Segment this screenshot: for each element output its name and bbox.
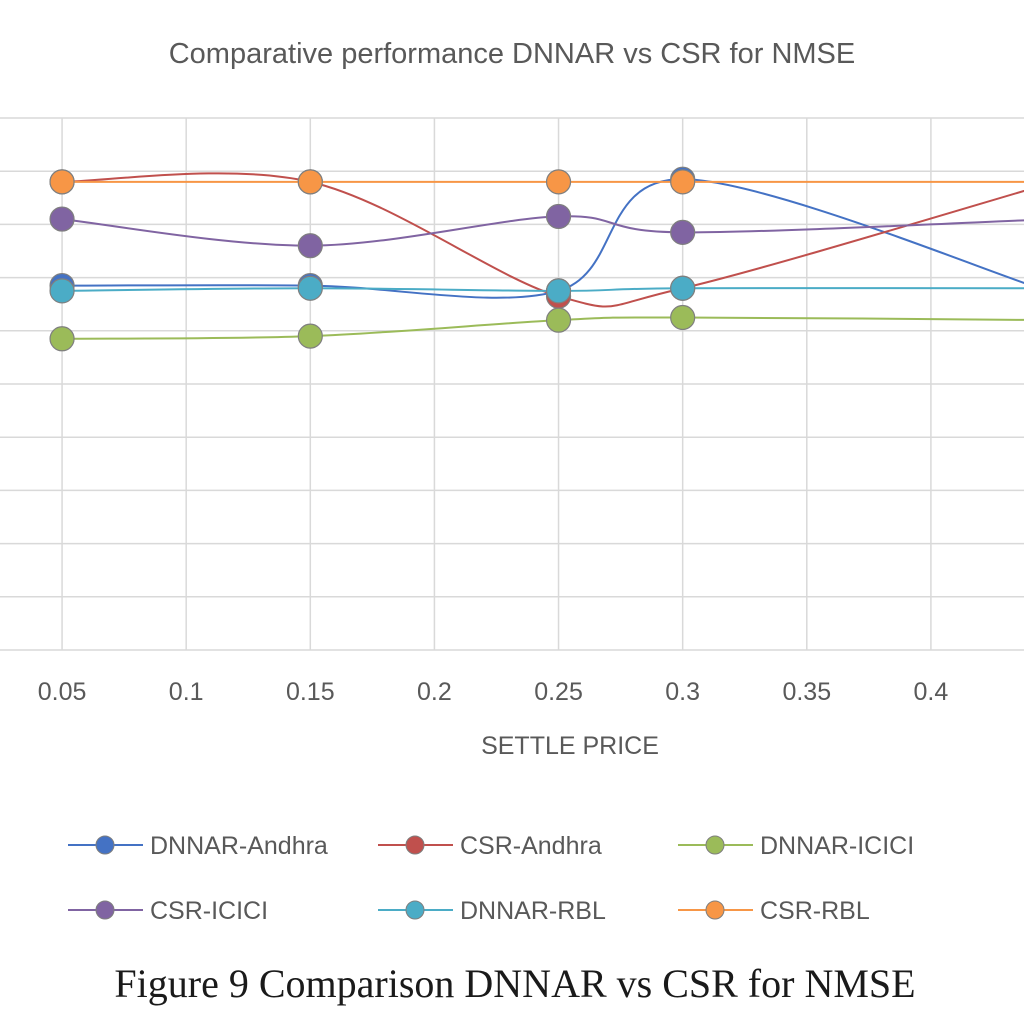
series-line-dnnar-icici [62, 316, 1024, 340]
data-point-dnnar-rbl [545, 278, 572, 304]
legend-label: DNNAR-Andhra [150, 832, 328, 860]
legend-item-csr-rbl: CSR-RBL [678, 897, 870, 925]
x-tick-labels: 0.05 0.1 0.15 0.2 0.25 0.3 0.35 0.4 [38, 678, 949, 706]
series-dnnar-icici [49, 304, 1024, 352]
data-point-csr-icici [297, 233, 323, 259]
data-point-csr-rbl [670, 169, 696, 195]
x-axis-title: SETTLE PRICE [481, 732, 659, 760]
x-tick-label: 0.3 [665, 678, 700, 706]
data-point-dnnar-icici [297, 323, 323, 349]
data-point-dnnar-icici [545, 307, 572, 333]
series-dnnar-rbl [49, 275, 1024, 304]
legend-item-csr-icici: CSR-ICICI [68, 897, 268, 925]
series-line-dnnar-rbl [62, 287, 1024, 292]
x-tick-label: 0.25 [534, 678, 583, 706]
legend-marker [705, 835, 725, 855]
legend-marker [95, 900, 115, 920]
legend-marker [705, 900, 725, 920]
series-line-csr-andhra [62, 172, 1024, 308]
data-point-dnnar-icici [670, 304, 696, 331]
legend-label: CSR-Andhra [460, 832, 602, 860]
x-tick-label: 0.4 [914, 678, 949, 706]
legend: DNNAR-Andhra CSR-Andhra DNNAR-ICICI CSR-ICI… [68, 832, 914, 925]
legend-item-dnnar-icici: DNNAR-ICICI [678, 832, 914, 860]
figure-caption: Figure 9 Comparison DNNAR vs CSR for NMS… [114, 961, 915, 1006]
x-tick-label: 0.1 [169, 678, 204, 706]
legend-label: CSR-RBL [760, 897, 870, 925]
data-point-dnnar-rbl [670, 275, 696, 301]
data-point-csr-icici [670, 219, 696, 245]
legend-marker [405, 900, 425, 920]
legend-marker [405, 835, 425, 855]
data-point-csr-rbl [297, 169, 323, 195]
x-tick-label: 0.15 [286, 678, 335, 706]
legend-marker [95, 835, 115, 855]
data-point-dnnar-icici [49, 326, 75, 352]
legend-item-dnnar-andhra: DNNAR-Andhra [68, 832, 328, 860]
data-point-csr-rbl [49, 169, 75, 195]
legend-item-dnnar-rbl: DNNAR-RBL [378, 897, 606, 925]
legend-item-csr-andhra: CSR-Andhra [378, 832, 602, 860]
x-tick-label: 0.35 [782, 678, 831, 706]
series-csr-rbl [49, 169, 1024, 195]
legend-label: DNNAR-ICICI [760, 832, 914, 860]
data-point-csr-rbl [545, 169, 572, 195]
gridlines [0, 117, 1024, 651]
data-point-csr-icici [545, 203, 572, 230]
series-lines [49, 166, 1024, 352]
data-point-dnnar-rbl [297, 275, 323, 301]
x-tick-label: 0.05 [38, 678, 87, 706]
x-tick-label: 0.2 [417, 678, 452, 706]
series-csr-icici [49, 203, 1024, 259]
data-point-dnnar-rbl [49, 278, 75, 304]
legend-label: CSR-ICICI [150, 897, 268, 925]
chart-title: Comparative performance DNNAR vs CSR for… [169, 38, 856, 70]
legend-label: DNNAR-RBL [460, 897, 606, 925]
data-point-csr-icici [49, 206, 75, 232]
